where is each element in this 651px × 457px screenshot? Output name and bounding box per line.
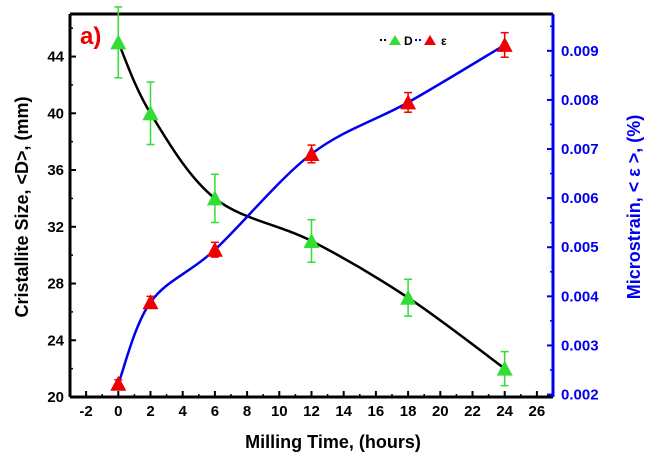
series-d-point <box>142 105 159 121</box>
series-d-point <box>303 232 320 248</box>
right-y-tick-label: 0.006 <box>561 190 599 207</box>
x-tick-label: -2 <box>79 403 92 420</box>
legend-d-marker <box>389 35 401 45</box>
series-d-point <box>110 34 127 50</box>
x-tick-label: 22 <box>464 403 481 420</box>
x-axis-ticks: -2 0 2 4 6 8 10 12 14 16 18 20 22 24 26 <box>79 391 545 420</box>
series-eps-point <box>142 294 159 310</box>
series-d-point <box>400 289 417 305</box>
x-tick-label: 14 <box>335 403 352 420</box>
x-tick-label: 8 <box>243 403 251 420</box>
series-eps-point <box>206 241 223 257</box>
left-y-tick-label: 44 <box>47 49 64 66</box>
left-y-tick-label: 32 <box>47 219 64 236</box>
right-y-axis-ticks: 0.002 0.003 0.004 0.005 0.006 0.007 0.008 0.009 <box>547 25 599 404</box>
x-tick-label: 20 <box>432 403 449 420</box>
x-tick-label: 24 <box>496 403 513 420</box>
x-tick-label: 6 <box>211 403 219 420</box>
left-y-axis-ticks: 20 24 28 32 36 40 44 <box>47 27 76 406</box>
series-eps-point <box>303 145 320 161</box>
right-y-tick-label: 0.007 <box>561 141 599 158</box>
left-y-tick-label: 24 <box>47 332 64 349</box>
panel-label: a) <box>80 23 101 50</box>
right-y-tick-label: 0.008 <box>561 92 599 109</box>
right-y-tick-label: 0.004 <box>561 288 599 305</box>
legend: D ε <box>380 34 447 48</box>
series-eps-line <box>117 43 506 385</box>
left-y-tick-label: 40 <box>47 105 64 122</box>
left-y-axis-title: Cristallite Size, <D>, (mm) <box>12 96 32 317</box>
right-y-tick-label: 0.005 <box>561 239 599 256</box>
x-tick-label: 4 <box>179 403 188 420</box>
right-y-tick-label: 0.009 <box>561 43 599 60</box>
legend-d-label: D <box>404 34 413 48</box>
plot-frame <box>68 12 555 399</box>
x-tick-label: 2 <box>146 403 154 420</box>
series-d-point <box>206 190 223 206</box>
x-tick-label: 16 <box>368 403 385 420</box>
left-y-tick-label: 28 <box>47 276 64 293</box>
x-tick-label: 10 <box>271 403 288 420</box>
series-d-point <box>496 360 513 376</box>
x-tick-label: 0 <box>114 403 122 420</box>
series-d-line <box>117 41 506 370</box>
x-tick-label: 12 <box>303 403 320 420</box>
series-eps-point <box>400 94 417 110</box>
x-tick-label: 26 <box>529 403 546 420</box>
x-axis-title: Milling Time, (hours) <box>245 432 421 452</box>
legend-eps-marker <box>424 35 436 45</box>
series-layer <box>110 6 513 391</box>
series-eps-point <box>496 36 513 52</box>
left-y-tick-label: 20 <box>47 389 64 406</box>
series-eps-point <box>110 375 127 391</box>
right-y-tick-label: 0.002 <box>561 387 599 404</box>
x-tick-label: 18 <box>400 403 417 420</box>
right-y-tick-label: 0.003 <box>561 337 599 354</box>
legend-eps-label: ε <box>441 34 447 48</box>
left-y-tick-label: 36 <box>47 162 64 179</box>
right-y-axis-title: Microstrain, < ε >, (%) <box>624 115 644 300</box>
